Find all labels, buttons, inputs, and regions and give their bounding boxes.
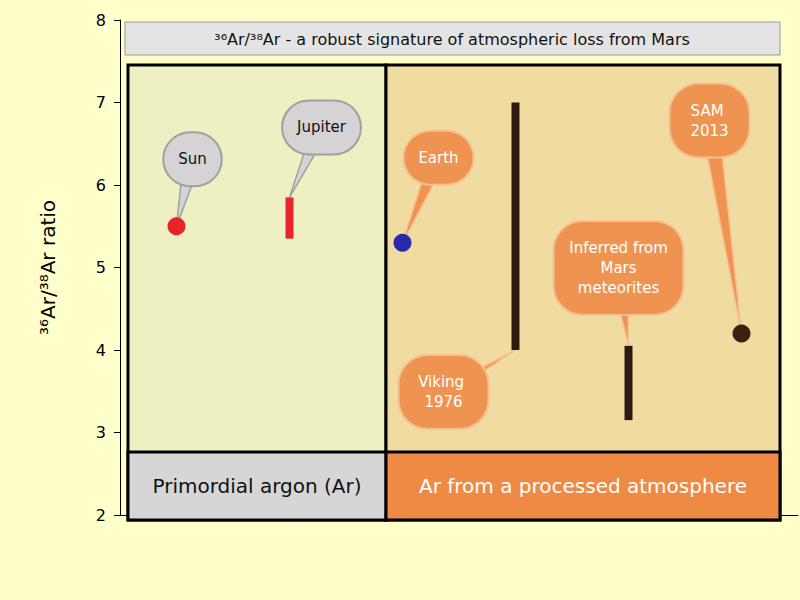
svg-text:3: 3 bbox=[96, 423, 106, 442]
svg-text:meteorites: meteorites bbox=[578, 279, 660, 297]
svg-text:Ar from a processed atmosphere: Ar from a processed atmosphere bbox=[419, 474, 747, 498]
svg-text:Earth: Earth bbox=[418, 149, 458, 167]
svg-text:Sun: Sun bbox=[178, 150, 207, 168]
svg-text:Viking: Viking bbox=[418, 373, 469, 391]
svg-text:³⁶Ar/³⁸Ar - a robust signature: ³⁶Ar/³⁸Ar - a robust signature of atmosp… bbox=[214, 30, 690, 49]
svg-text:8: 8 bbox=[96, 11, 106, 30]
svg-text:2013: 2013 bbox=[690, 122, 728, 140]
svg-text:4: 4 bbox=[96, 341, 106, 360]
svg-text:Primordial argon (Ar): Primordial argon (Ar) bbox=[152, 474, 361, 498]
svg-text:Inferred from: Inferred from bbox=[569, 239, 668, 257]
svg-text:5: 5 bbox=[96, 258, 106, 277]
svg-text:SAM: SAM bbox=[691, 102, 729, 120]
svg-text:6: 6 bbox=[96, 176, 106, 195]
svg-text:2: 2 bbox=[96, 506, 106, 525]
svg-text:Jupiter: Jupiter bbox=[296, 118, 347, 136]
svg-text:7: 7 bbox=[96, 93, 106, 112]
svg-text:³⁶Ar/³⁸Ar ratio: ³⁶Ar/³⁸Ar ratio bbox=[36, 200, 60, 335]
svg-text:Mars: Mars bbox=[596, 259, 642, 277]
svg-text:1976: 1976 bbox=[424, 393, 462, 411]
